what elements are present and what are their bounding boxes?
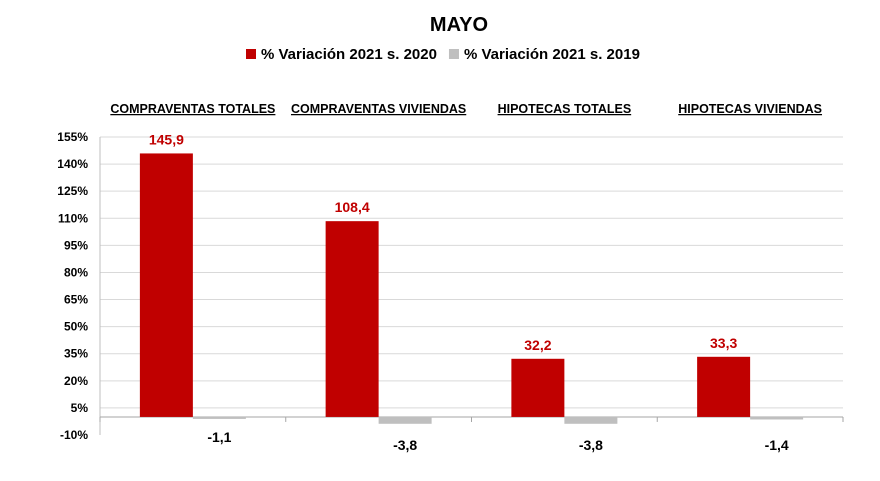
y-tick-label: 110% <box>58 211 88 225</box>
y-tick-label: 140% <box>57 157 88 171</box>
category-label: HIPOTECAS TOTALES <box>498 102 632 116</box>
y-tick-label: 80% <box>64 265 88 279</box>
data-label: -1,4 <box>765 437 789 453</box>
category-label: COMPRAVENTAS TOTALES <box>110 102 275 116</box>
data-label: 108,4 <box>335 199 370 215</box>
y-tick-label: 35% <box>64 347 88 361</box>
value-labels: 145,9 108,4 32,2 33,3 -1,1 -3,8 -3,8 -1,4 <box>149 131 789 453</box>
bar <box>750 416 804 420</box>
data-label: -1,1 <box>207 429 231 445</box>
bar <box>139 153 193 417</box>
legend-swatch <box>246 49 256 59</box>
bars <box>139 153 804 424</box>
y-tick-label: 95% <box>64 238 88 252</box>
gridlines <box>100 136 843 409</box>
legend: % Variación 2021 s. 2020 % Variación 2021… <box>246 46 640 63</box>
y-axis: -10% 5% 20% 35% 50% 65% 80% 95% 110% 125% 140% 155% <box>57 130 844 442</box>
category-label: HIPOTECAS VIVIENDAS <box>678 102 822 116</box>
y-tick-label: -10% <box>60 428 88 442</box>
bar <box>511 358 565 417</box>
y-tick-label: 5% <box>71 401 89 415</box>
data-label: 32,2 <box>524 337 551 353</box>
y-tick-label: 20% <box>64 374 88 388</box>
y-tick-label: 50% <box>64 320 88 334</box>
chart-title: MAYO <box>430 14 488 36</box>
bar <box>378 416 432 424</box>
bar <box>325 221 379 417</box>
y-tick-label: 155% <box>57 130 88 144</box>
y-tick-label: 125% <box>57 184 88 198</box>
category-label: COMPRAVENTAS VIVIENDAS <box>291 102 466 116</box>
bar <box>192 416 246 419</box>
y-tick-label: 65% <box>64 293 88 307</box>
data-label: -3,8 <box>579 437 603 453</box>
legend-swatch <box>448 49 459 59</box>
legend-label: % Variación 2021 s. 2019 <box>464 46 640 63</box>
data-label: 145,9 <box>149 131 184 147</box>
data-label: -3,8 <box>393 437 417 453</box>
category-labels: COMPRAVENTAS TOTALES COMPRAVENTAS VIVIEND… <box>110 102 822 116</box>
bar <box>564 416 618 424</box>
data-label: 33,3 <box>710 335 737 351</box>
bar <box>697 356 751 417</box>
legend-label: % Variación 2021 s. 2020 <box>261 46 437 63</box>
